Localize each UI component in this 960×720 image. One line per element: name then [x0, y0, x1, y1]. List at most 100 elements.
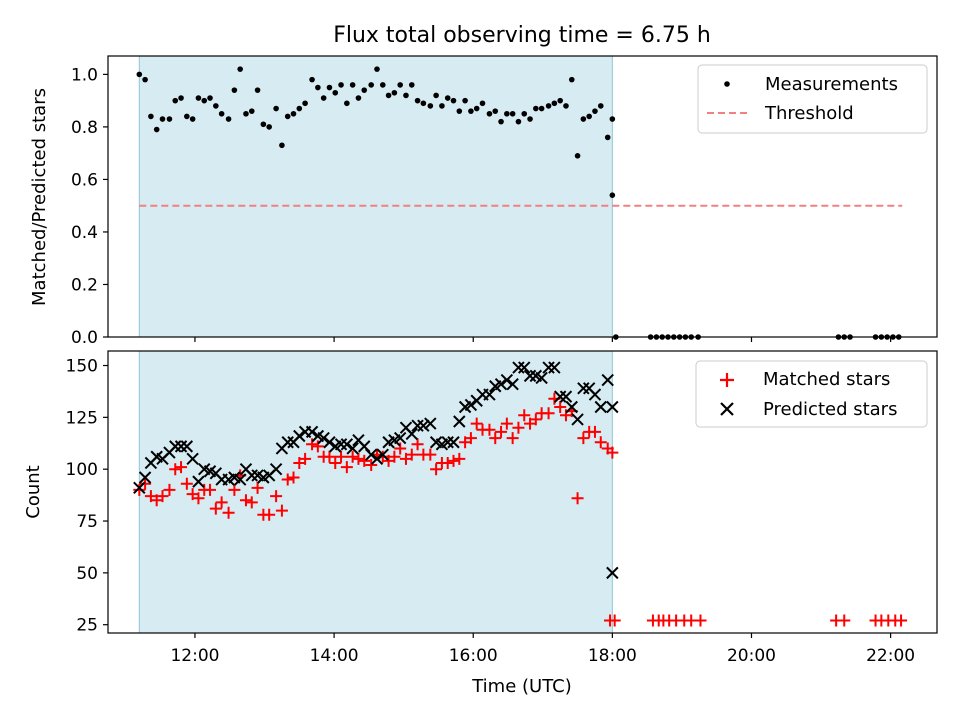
measurement-point [201, 97, 208, 104]
matched-star-point [139, 477, 152, 490]
predicted-star-point [512, 361, 525, 374]
measurement-point [213, 103, 219, 109]
predicted-star-point [494, 377, 508, 391]
x-tick-label: 12:00 [170, 646, 219, 666]
predicted-legend-marker [720, 402, 734, 416]
measurement-point [515, 118, 522, 125]
top-y-tick-label: 1.0 [71, 65, 98, 85]
matched-legend-marker [720, 373, 734, 387]
matched-star-point [694, 614, 707, 627]
matched-star-point [430, 463, 443, 476]
measurement-point [320, 95, 327, 101]
measurement-point [533, 105, 539, 112]
measurement-point [296, 105, 303, 112]
measurement-point [462, 97, 468, 104]
measurement-point [248, 108, 255, 114]
measurement-point [355, 95, 362, 101]
matched-star-point [222, 506, 235, 519]
predicted-star-point [138, 471, 152, 484]
matched-star-point [358, 454, 371, 467]
matched-star-point [554, 400, 567, 413]
predicted-star-point [506, 377, 519, 391]
predicted-star-point [411, 419, 424, 432]
matched-star-point [204, 483, 217, 496]
predicted-star-point [133, 481, 146, 495]
measurement-point [142, 76, 148, 83]
measurement-point [397, 82, 403, 88]
measurement-point [509, 110, 516, 117]
x-tick-label: 20:00 [727, 646, 776, 666]
predicted-star-point [376, 448, 389, 461]
measurement-point [592, 108, 598, 114]
measurement-point [468, 108, 474, 114]
predicted-star-point [453, 415, 466, 428]
top-panel: 0.0 0.2 0.4 0.6 0.8 1.0 Matched/Predicted sta… [29, 55, 938, 348]
predicted-star-point [305, 425, 319, 439]
measurement-point [172, 97, 179, 104]
x-tick-label: 22:00 [866, 646, 915, 666]
measurement-point [473, 105, 480, 112]
matched-star-point [239, 494, 252, 507]
predicted-star-point [323, 436, 336, 449]
measurement-point [486, 110, 493, 117]
predicted-star-point [233, 473, 247, 486]
bottom-y-tick-label: 125 [66, 408, 98, 428]
predicted-star-point [370, 452, 384, 466]
measurement-point [609, 116, 616, 122]
bottom-y-tick-label: 25 [76, 616, 98, 636]
top-legend-box [697, 64, 928, 134]
matched-star-point [608, 614, 621, 627]
matched-star-point [209, 502, 222, 515]
matched-star-point [251, 481, 264, 494]
predicted-star-point [364, 448, 378, 461]
measurement-point [420, 100, 427, 107]
measurement-point [195, 95, 202, 101]
measurement-point [237, 66, 243, 72]
measurement-point [604, 134, 611, 141]
measurement-point [189, 116, 196, 122]
measurement-point [159, 116, 166, 122]
measurement-point [332, 89, 339, 96]
bottom-panel: 25 50 75 100 125 150 12:00 14:00 16:00 18:00 20:0… [23, 350, 938, 697]
matched-star-point [606, 446, 619, 459]
predicted-star-point [281, 436, 294, 449]
chart-title: Flux total observing time = 6.75 h [333, 23, 711, 48]
top-y-tick-label: 0.8 [71, 118, 98, 138]
predicted-star-point [293, 429, 306, 443]
matched-star-point [306, 438, 319, 451]
measurement-point [574, 152, 581, 159]
matched-star-point [215, 496, 228, 509]
measurement-point [408, 82, 415, 88]
measurement-point [385, 92, 392, 99]
matched-star-point [156, 490, 169, 503]
measurement-point [492, 108, 499, 114]
measurement-point [479, 100, 486, 107]
top-observing-window [138, 55, 613, 338]
measurement-point [315, 84, 321, 91]
measurement-point [231, 87, 238, 93]
matched-star-point [594, 436, 607, 449]
predicted-star-point [542, 361, 555, 374]
x-tick-label: 16:00 [449, 646, 498, 666]
measurement-point [279, 142, 285, 149]
matched-star-point [518, 409, 531, 422]
threshold-legend-label: Threshold [764, 103, 854, 124]
predicted-star-point [169, 440, 182, 453]
top-y-tick-label: 0.0 [71, 328, 98, 348]
matched-star-point [838, 614, 851, 627]
matched-star-point [405, 448, 418, 461]
measurement-point [597, 103, 604, 109]
top-y-axis-label: Matched/Predicted stars [29, 88, 50, 306]
bottom-y-tick-label: 50 [76, 564, 98, 584]
measurement-point [427, 103, 434, 109]
predicted-star-point [447, 436, 460, 449]
predicted-star-point [174, 440, 188, 453]
x-tick-label: 18:00 [588, 646, 637, 666]
measurements-legend-marker [724, 81, 730, 87]
matched-star-point [340, 461, 353, 474]
predicted-legend-label: Predicted stars [763, 399, 897, 420]
top-legend: Measurements Threshold [697, 64, 928, 134]
x-axis-label: Time (UTC) [471, 676, 572, 697]
bottom-y-tick-label: 150 [66, 357, 98, 377]
